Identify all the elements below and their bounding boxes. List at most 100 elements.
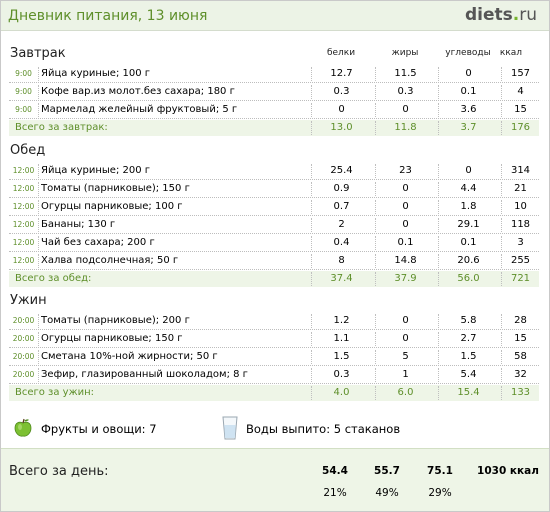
fat-value: 5 (375, 350, 435, 364)
food-row: 9:00 Мармелад желейный фруктовый; 5 г 0 0 3.… (9, 101, 539, 119)
food-row: 12:00 Томаты (парниковые); 150 г 0.9 0 4.4 21 (9, 180, 539, 198)
protein-value: 25.4 (311, 164, 371, 178)
carbs-value: 3.6 (438, 103, 498, 117)
carbs-value: 1.5 (438, 350, 498, 364)
meal-title: Завтрак (10, 46, 66, 61)
food-row: 9:00 Яйца куриные; 100 г 12.7 11.5 0 157 (9, 65, 539, 83)
protein-value: 0.3 (311, 368, 371, 382)
carbs-value: 0 (438, 164, 498, 178)
fat-value: 0 (375, 182, 435, 196)
day-summary: Всего за день: 54.4 55.7 75.1 1030 ккал … (1, 448, 549, 511)
total-carbs: 3.7 (438, 121, 498, 135)
day-carbs: 75.1 (427, 465, 453, 477)
protein-value: 0.7 (311, 200, 371, 214)
day-fat: 55.7 (374, 465, 400, 477)
water-stat: Воды выпито: 5 стаканов (246, 422, 400, 436)
meal-title: Ужин (10, 293, 47, 308)
total-kcal: 176 (501, 121, 539, 135)
meal-time: 20:00 (9, 314, 39, 328)
food-row: 9:00 Кофе вар.из молот.без сахара; 180 г 0… (9, 83, 539, 101)
protein-value: 0.3 (311, 85, 371, 99)
day-protein: 54.4 (322, 465, 348, 477)
protein-value: 0 (311, 103, 371, 117)
food-name: Кофе вар.из молот.без сахара; 180 г (41, 86, 235, 97)
fat-value: 0 (375, 332, 435, 346)
fat-value: 0 (375, 218, 435, 232)
fat-value: 0 (375, 103, 435, 117)
kcal-value: 4 (501, 85, 539, 99)
day-protein-pct: 21% (323, 487, 347, 499)
food-row: 20:00 Сметана 10%-ной жирности; 50 г 1.5 5 1… (9, 348, 539, 366)
kcal-value: 10 (501, 200, 539, 214)
food-row: 12:00 Халва подсолнечная; 50 г 8 14.8 20.6 25… (9, 252, 539, 270)
food-name: Сметана 10%-ной жирности; 50 г (41, 351, 218, 362)
food-row: 12:00 Яйца куриные; 200 г 25.4 23 0 314 (9, 162, 539, 180)
carbs-value: 2.7 (438, 332, 498, 346)
food-name: Халва подсолнечная; 50 г (41, 255, 179, 266)
kcal-value: 314 (501, 164, 539, 178)
fat-value: 14.8 (375, 254, 435, 268)
water-label: Воды выпито: (246, 422, 331, 436)
meal-time: 12:00 (9, 254, 39, 268)
water-glass-icon (222, 416, 238, 440)
food-row: 20:00 Огурцы парниковые; 150 г 1.1 0 2.7 15 (9, 330, 539, 348)
extras-row: Фрукты и овощи: 7 Воды выпито: 5 стакано… (10, 416, 540, 444)
fruits-label: Фрукты и овощи: (41, 422, 146, 436)
food-name: Чай без сахара; 200 г (41, 237, 155, 248)
total-fat: 37.9 (375, 272, 435, 286)
protein-value: 2 (311, 218, 371, 232)
total-protein: 37.4 (311, 272, 371, 286)
column-fat: жиры (391, 48, 419, 58)
total-kcal: 133 (501, 386, 539, 400)
meal-time: 9:00 (9, 67, 39, 81)
food-row: 12:00 Чай без сахара; 200 г 0.4 0.1 0.1 3 (9, 234, 539, 252)
logo-main: diets (464, 5, 513, 25)
page-header: Дневник питания, 13 июня diets.ru (1, 1, 549, 31)
fat-value: 0 (375, 314, 435, 328)
total-carbs: 56.0 (438, 272, 498, 286)
meal-time: 9:00 (9, 85, 39, 99)
meal-time: 12:00 (9, 164, 39, 178)
total-protein: 13.0 (311, 121, 371, 135)
kcal-value: 28 (501, 314, 539, 328)
meal-time: 12:00 (9, 236, 39, 250)
carbs-value: 4.4 (438, 182, 498, 196)
food-name: Зефир, глазированный шоколадом; 8 г (41, 369, 248, 380)
kcal-value: 15 (501, 332, 539, 346)
meal-time: 9:00 (9, 103, 39, 117)
food-name: Огурцы парниковые; 150 г (41, 333, 183, 344)
column-carbs: углеводы (445, 48, 491, 58)
protein-value: 12.7 (311, 67, 371, 81)
fat-value: 1 (375, 368, 435, 382)
kcal-value: 3 (501, 236, 539, 250)
protein-value: 1.5 (311, 350, 371, 364)
meal-time: 20:00 (9, 368, 39, 382)
logo-tld: ru (519, 5, 537, 25)
fat-value: 0.3 (375, 85, 435, 99)
site-logo[interactable]: diets.ru (465, 5, 537, 25)
carbs-value: 5.4 (438, 368, 498, 382)
fruits-value: 7 (149, 422, 157, 436)
meal-time: 20:00 (9, 332, 39, 346)
protein-value: 0.9 (311, 182, 371, 196)
carbs-value: 29.1 (438, 218, 498, 232)
food-name: Огурцы парниковые; 100 г (41, 201, 183, 212)
meal-total-row: Всего за обед: 37.4 37.9 56.0 721 (9, 271, 539, 287)
total-fat: 6.0 (375, 386, 435, 400)
carbs-value: 0 (438, 67, 498, 81)
kcal-value: 32 (501, 368, 539, 382)
meal-total-label: Всего за обед: (15, 273, 92, 284)
day-carbs-pct: 29% (428, 487, 452, 499)
page-title: Дневник питания, 13 июня (8, 8, 208, 24)
meal-time: 12:00 (9, 218, 39, 232)
meal-total-label: Всего за завтрак: (15, 122, 108, 133)
protein-value: 1.1 (311, 332, 371, 346)
meal-title: Обед (10, 143, 46, 158)
apple-icon (14, 418, 32, 437)
kcal-value: 118 (501, 218, 539, 232)
meal-time: 12:00 (9, 182, 39, 196)
total-kcal: 721 (501, 272, 539, 286)
total-carbs: 15.4 (438, 386, 498, 400)
column-protein: белки (326, 48, 356, 58)
food-name: Мармелад желейный фруктовый; 5 г (41, 104, 238, 115)
